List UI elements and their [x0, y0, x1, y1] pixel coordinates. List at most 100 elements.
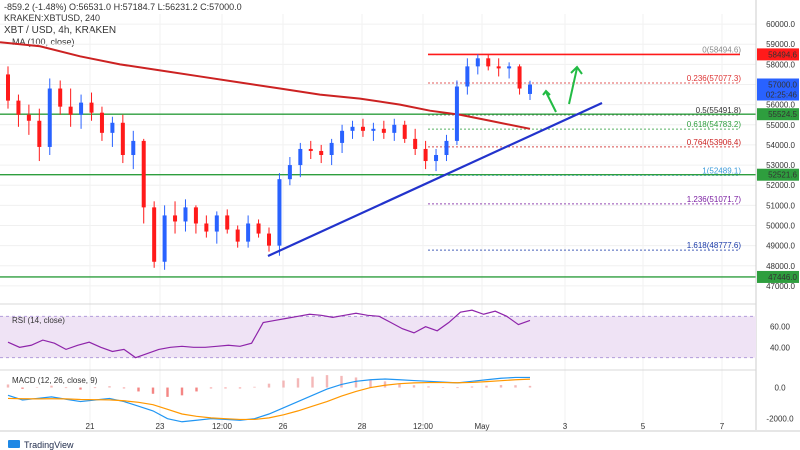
candle-body — [434, 155, 439, 162]
candle[interactable] — [89, 92, 94, 121]
candle[interactable] — [37, 108, 42, 162]
candle[interactable] — [110, 116, 115, 147]
time-axis[interactable]: 21 23 12:00 26 28 12:00 May 3 5 7 — [0, 422, 800, 432]
candle[interactable] — [68, 88, 73, 127]
candle[interactable] — [58, 80, 63, 115]
candle-body — [173, 215, 178, 222]
candle[interactable] — [340, 124, 345, 153]
candle[interactable] — [423, 140, 428, 170]
macd-histogram-bar — [267, 383, 271, 388]
candle[interactable] — [183, 199, 188, 232]
candle[interactable] — [16, 94, 21, 127]
candle[interactable] — [6, 66, 10, 109]
macd-histogram-bar — [253, 386, 256, 388]
macd-histogram-bar — [311, 376, 314, 388]
candle[interactable] — [444, 134, 449, 162]
macd-histogram-bar — [93, 387, 97, 389]
candle[interactable] — [475, 54, 480, 75]
candle[interactable] — [350, 120, 355, 139]
candle[interactable] — [99, 106, 104, 141]
candle-body — [465, 66, 470, 87]
candle[interactable] — [79, 94, 84, 129]
candle-body — [99, 112, 104, 133]
candle-body — [256, 223, 261, 234]
countdown-label: 02:25:46 — [766, 91, 798, 100]
macd-histogram-bar — [108, 386, 111, 388]
candle[interactable] — [434, 148, 439, 172]
macd-histogram-bar — [195, 387, 198, 392]
candle[interactable] — [225, 209, 230, 234]
candle[interactable] — [507, 62, 512, 79]
candle[interactable] — [162, 205, 167, 270]
candle-body — [277, 179, 282, 246]
time-tick-label: 12:00 — [413, 422, 434, 431]
candles[interactable] — [6, 54, 532, 270]
candle[interactable] — [465, 58, 470, 95]
trendline[interactable] — [267, 101, 603, 258]
candle[interactable] — [141, 138, 146, 224]
candle-body — [287, 165, 292, 180]
candle[interactable] — [517, 64, 522, 95]
time-tick-label: 3 — [563, 422, 568, 431]
candle-body — [267, 233, 271, 246]
macd-histogram-bar — [137, 387, 140, 392]
symbol-line: KRAKEN:XBTUSD, 240 — [4, 13, 100, 23]
candle-body — [298, 148, 303, 166]
current-price-badge[interactable] — [757, 78, 799, 101]
candle[interactable] — [193, 205, 198, 234]
candle[interactable] — [214, 211, 219, 244]
price-tick-label: 56000.0 — [766, 101, 795, 110]
candle-body — [475, 58, 480, 67]
macd-histogram-bar — [6, 384, 10, 388]
candle-body — [89, 102, 94, 113]
candle[interactable] — [308, 140, 313, 160]
time-tick-label: May — [474, 422, 489, 431]
candle[interactable] — [267, 227, 271, 252]
candle[interactable] — [204, 215, 209, 238]
candle-body — [47, 88, 52, 147]
ohlc-line: -859.2 (-1.48%) O:56531.0 H:57184.7 L:56… — [4, 2, 242, 12]
support-levels — [0, 113, 756, 278]
moving-average — [0, 41, 531, 130]
price-tick-label: 60000.0 — [766, 20, 795, 29]
candle[interactable] — [486, 54, 491, 71]
candle[interactable] — [413, 128, 418, 155]
candle[interactable] — [402, 120, 407, 143]
candle[interactable] — [120, 114, 125, 164]
candle[interactable] — [496, 58, 501, 77]
candle[interactable] — [256, 219, 261, 238]
candle-body — [308, 148, 313, 151]
current-price-label: 57000.0 — [768, 81, 797, 90]
candle[interactable] — [454, 80, 459, 145]
candle[interactable] — [235, 225, 240, 248]
candle[interactable] — [277, 173, 282, 256]
candle[interactable] — [173, 201, 178, 234]
candle[interactable] — [528, 80, 532, 100]
candle-body — [214, 215, 219, 232]
candle[interactable] — [152, 201, 157, 268]
candle[interactable] — [319, 144, 324, 164]
candle[interactable] — [360, 118, 365, 137]
candle[interactable] — [47, 78, 52, 155]
candle[interactable] — [381, 120, 386, 139]
candle[interactable] — [246, 215, 251, 248]
macd-histogram-bar — [151, 387, 155, 394]
candle-body — [246, 223, 251, 242]
candle-body — [392, 124, 397, 133]
macd-histogram-bar — [499, 385, 503, 388]
candle[interactable] — [26, 104, 31, 135]
candle[interactable] — [131, 130, 136, 170]
candle[interactable] — [392, 118, 397, 141]
ma-label: MA (100, close) — [12, 37, 75, 47]
price-tick-label: 59000.0 — [766, 40, 795, 49]
candle[interactable] — [287, 157, 292, 186]
candle[interactable] — [298, 142, 303, 178]
level-badge-label-2: 52521.6 — [768, 171, 797, 180]
candle-body — [423, 148, 428, 162]
candle-body — [26, 114, 31, 121]
price-axis[interactable]: 60000.0 59000.0 58000.0 57000.0 56000.0 55000… — [755, 0, 799, 430]
candle[interactable] — [329, 138, 334, 166]
candle-body — [79, 102, 84, 115]
candle[interactable] — [371, 122, 376, 141]
